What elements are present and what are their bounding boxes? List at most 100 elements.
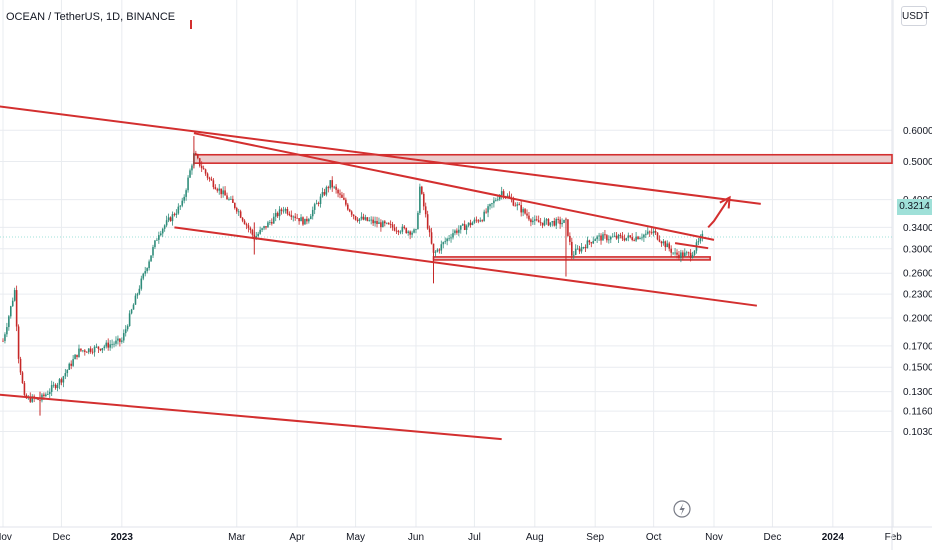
candle-body: [87, 348, 90, 353]
candle-body: [682, 252, 684, 257]
candle-body: [204, 169, 207, 174]
flash-icon[interactable]: [673, 500, 691, 518]
candle-body: [608, 239, 610, 241]
candle-body: [384, 221, 386, 224]
candle-body: [588, 240, 591, 243]
resistance-zone: [193, 153, 893, 164]
candle-body: [467, 222, 470, 226]
candle-body: [563, 219, 565, 223]
candle-body: [541, 222, 544, 226]
currency-button[interactable]: USDT: [901, 6, 929, 26]
candle-body: [48, 391, 51, 395]
last-price-label: 0.3214: [897, 199, 932, 215]
candle-body: [290, 215, 293, 217]
candle-body: [598, 235, 600, 237]
candle-body: [623, 238, 626, 241]
candle-body: [45, 394, 47, 396]
candle-body: [70, 363, 72, 366]
candle-body: [267, 222, 269, 228]
candle-body: [9, 306, 12, 317]
candle-body: [436, 249, 439, 252]
candle-body: [662, 241, 665, 244]
candle-body: [685, 252, 688, 254]
candle-body: [93, 346, 96, 353]
candle-body: [37, 398, 39, 400]
candle-body: [243, 220, 246, 225]
candle-body: [304, 218, 306, 225]
candle-body: [80, 348, 82, 351]
candle-body: [226, 195, 228, 200]
y-tick-label: 0.1160: [903, 407, 932, 418]
candle-body: [341, 194, 343, 198]
candle-body: [676, 252, 678, 255]
candle-body: [117, 338, 119, 341]
candle-body: [216, 189, 219, 191]
candle-body: [547, 219, 550, 226]
candle-body: [315, 203, 318, 205]
candle-body: [202, 168, 205, 170]
candle-body: [619, 234, 622, 236]
x-tick-label: Apr: [289, 532, 305, 543]
candle-body: [534, 219, 536, 221]
y-tick-label: 0.1300: [903, 387, 932, 398]
candle-body: [491, 203, 493, 205]
candle-body: [508, 195, 511, 198]
candle-body: [276, 212, 279, 217]
candle-body: [47, 394, 49, 395]
candle-body: [389, 224, 392, 226]
candle-body: [458, 229, 460, 233]
candle-body: [181, 200, 184, 206]
candle-body: [50, 385, 53, 392]
candle-body: [522, 209, 524, 213]
candle-body: [52, 384, 55, 386]
trendline: [193, 132, 715, 241]
candle-body: [72, 359, 74, 366]
candle-body: [524, 209, 526, 214]
candle-body: [19, 358, 22, 373]
candle-body: [350, 211, 353, 215]
candle-body: [364, 217, 367, 220]
candle-body: [148, 261, 150, 269]
candle-body: [21, 372, 24, 384]
x-tick-label: Mar: [228, 532, 246, 543]
candle-body: [668, 243, 671, 249]
candle-body: [551, 221, 554, 223]
candle-body: [158, 235, 160, 240]
candle-body: [500, 191, 503, 195]
x-tick-label: Jun: [408, 532, 424, 543]
candle-body: [274, 212, 277, 217]
candle-body: [105, 342, 108, 347]
candle-body: [185, 190, 187, 197]
candle-body: [362, 216, 365, 220]
candle-body: [337, 189, 339, 194]
candle-body: [442, 242, 445, 245]
candle-body: [62, 376, 65, 383]
candle-body: [54, 384, 57, 389]
candle-body: [498, 194, 501, 200]
candle-body: [335, 186, 337, 190]
candle-body: [286, 208, 289, 214]
candle-body: [454, 230, 456, 234]
candle-body: [89, 348, 92, 352]
candle-body: [152, 247, 154, 256]
candle-body: [142, 273, 145, 279]
candle-body: [126, 326, 129, 330]
candle-body: [17, 326, 20, 359]
candle-body: [629, 235, 632, 238]
candle-body: [456, 230, 458, 233]
candle-body: [278, 209, 281, 217]
x-tick-label: 2024: [822, 532, 845, 543]
candle-body: [415, 229, 417, 230]
candle-body: [200, 165, 203, 169]
candle-body: [224, 190, 226, 196]
candle-body: [469, 222, 472, 226]
candle-body: [31, 396, 34, 402]
candle-body: [331, 180, 334, 188]
candle-body: [578, 248, 581, 252]
candle-body: [432, 243, 435, 253]
candle-body: [475, 219, 478, 221]
candle-body: [615, 235, 618, 239]
candle-body: [346, 204, 349, 210]
